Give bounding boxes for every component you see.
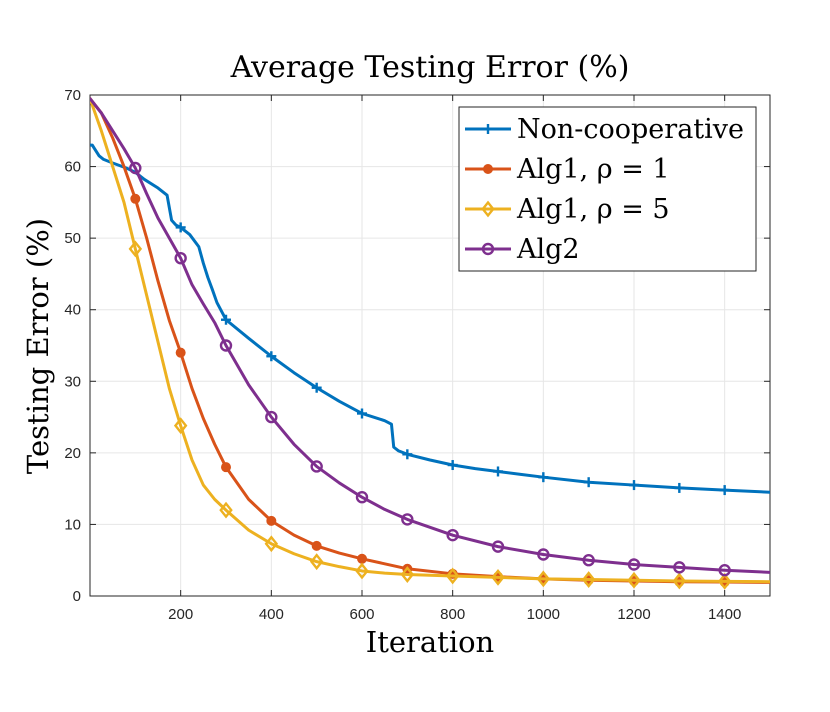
- dot-marker: [266, 515, 277, 526]
- legend-label: Alg1, ρ = 5: [516, 194, 670, 225]
- chart-title: Average Testing Error (%): [230, 50, 630, 85]
- circle-marker: [673, 561, 686, 574]
- y-axis-label: Testing Error (%): [21, 218, 55, 474]
- diamond-marker: [481, 200, 495, 218]
- plus-marker: [221, 314, 231, 325]
- plus-marker: [629, 480, 639, 491]
- circle-marker: [446, 528, 459, 542]
- x-tick-label: 400: [259, 606, 284, 623]
- series-group: [90, 97, 770, 590]
- series-alg1-rho-5: [90, 97, 770, 590]
- diamond-marker: [491, 568, 505, 586]
- legend-item: Non-cooperative: [465, 114, 744, 145]
- plus-marker: [311, 382, 322, 393]
- legend-box: [458, 106, 757, 272]
- x-tick-label: 800: [440, 606, 465, 623]
- diamond-marker: [445, 567, 460, 585]
- dot-marker: [311, 540, 322, 551]
- plus-marker: [357, 408, 367, 419]
- diamond-marker: [173, 417, 188, 435]
- circle-marker: [582, 554, 595, 567]
- diamond-marker: [581, 571, 596, 588]
- circle-marker: [310, 460, 323, 473]
- plus-marker: [493, 466, 503, 477]
- plus-marker: [483, 124, 493, 134]
- y-tick-label: 70: [64, 87, 81, 104]
- x-axis-label: Iteration: [366, 625, 495, 659]
- diamond-marker: [717, 572, 732, 590]
- legend-label: Alg2: [516, 234, 580, 265]
- x-tick-label: 200: [168, 606, 193, 623]
- diamond-marker: [128, 240, 143, 258]
- plus-marker: [266, 351, 277, 362]
- diamond-marker: [355, 562, 369, 580]
- y-tick-label: 20: [64, 445, 81, 462]
- circle-marker: [265, 410, 278, 424]
- diamond-marker: [627, 571, 641, 589]
- legend: Non-cooperative Alg1, ρ = 1 Alg1, ρ = 5 Alg…: [458, 106, 757, 272]
- series-line: [90, 97, 770, 574]
- circle-marker: [481, 242, 495, 256]
- plus-marker: [583, 477, 594, 488]
- y-tick-label: 10: [64, 516, 81, 533]
- plus-marker: [175, 222, 186, 233]
- plus-marker: [538, 472, 549, 483]
- plus-marker: [719, 485, 730, 496]
- axes: [89, 94, 771, 597]
- x-tick-label: 1000: [527, 606, 560, 623]
- x-tick-label: 1200: [617, 606, 650, 623]
- plus-marker: [674, 482, 685, 493]
- circle-marker: [174, 251, 187, 265]
- circle-marker: [219, 339, 233, 352]
- legend-label: Alg1, ρ = 1: [516, 154, 670, 185]
- dot-marker: [130, 193, 141, 204]
- diamond-marker: [672, 572, 687, 590]
- plus-marker: [402, 449, 413, 460]
- y-tick-label: 30: [64, 373, 81, 390]
- legend-item: Alg2: [465, 234, 580, 265]
- dot-marker: [175, 347, 186, 358]
- diamond-marker: [309, 553, 324, 571]
- circle-marker: [718, 564, 731, 577]
- legend-item: Alg1, ρ = 5: [465, 194, 670, 225]
- circle-marker: [537, 548, 550, 561]
- legend-label: Non-cooperative: [517, 114, 744, 145]
- legend-item: Alg1, ρ = 1: [465, 154, 670, 185]
- dot-marker: [221, 462, 231, 473]
- plus-marker: [447, 460, 458, 471]
- circle-marker: [627, 558, 641, 571]
- x-tick-label: 1400: [708, 606, 741, 623]
- tick-labels: 200 400 600 800 1000 1200 1400 0 10 20 30 40 50 60 70: [64, 87, 741, 623]
- diamond-marker: [400, 566, 415, 583]
- diamond-marker: [536, 570, 551, 588]
- x-tick-label: 600: [349, 606, 374, 623]
- circle-marker: [129, 161, 142, 175]
- circle-marker: [401, 513, 414, 526]
- series-alg2: [90, 97, 770, 577]
- dot-marker: [483, 164, 493, 174]
- y-tick-label: 60: [64, 159, 81, 176]
- y-tick-label: 0: [73, 588, 81, 605]
- diamond-marker: [219, 501, 233, 519]
- circle-marker: [491, 540, 505, 553]
- dot-marker: [357, 553, 367, 564]
- diamond-marker: [264, 535, 279, 553]
- circle-marker: [355, 491, 369, 504]
- plot-frame: [89, 94, 771, 597]
- y-tick-label: 50: [64, 230, 81, 247]
- y-tick-label: 40: [64, 302, 81, 319]
- series-line: [90, 97, 770, 584]
